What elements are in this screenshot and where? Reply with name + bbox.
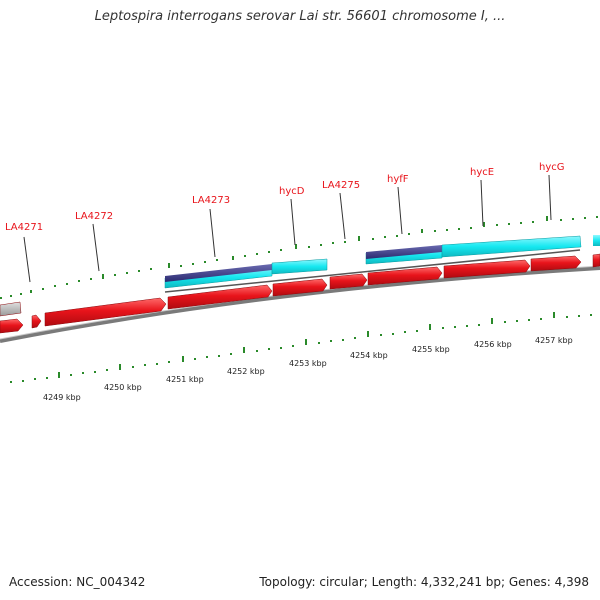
- gene-arrow-next: [592, 253, 600, 268]
- scale-label: 4249 kbp: [43, 393, 81, 402]
- scale-ring: [10, 312, 592, 383]
- cds-baseline: [164, 249, 581, 293]
- gene-arrow-LA4271: [31, 314, 42, 329]
- scale-label: 4253 kbp: [289, 359, 327, 368]
- gene-arrow-track: [0, 253, 600, 334]
- scale-label: 4254 kbp: [350, 351, 388, 360]
- cds-bar-2: [271, 258, 328, 275]
- gene-arrow-hycE: [443, 259, 531, 279]
- map-title: Leptospira interrogans serovar Lai str. …: [94, 9, 506, 24]
- backbone-line: [0, 266, 600, 343]
- gene-arrow-hycD: [272, 278, 328, 297]
- topology-text: Topology: circular; Length: 4,332,241 bp…: [259, 575, 589, 589]
- cds-bar-5: [593, 235, 600, 246]
- gene-arrow-LA4272: [44, 297, 167, 327]
- gene-arrow-LA4273: [167, 284, 273, 310]
- accession-text: Accession: NC_004342: [9, 575, 146, 589]
- cds-dark-bar-3: [366, 245, 442, 259]
- cds-track: [164, 235, 600, 293]
- gene-label-pointers: [23, 174, 552, 283]
- gene-arrow-hycG: [530, 255, 582, 272]
- gene-label: hycE: [470, 167, 494, 178]
- gene-label: hycD: [279, 186, 305, 197]
- gene-label: LA4272: [75, 211, 113, 222]
- backbone-highlight: [0, 265, 600, 340]
- gene-label: hyfF: [387, 174, 409, 185]
- scale-labels: 4249 kbp 4250 kbp 4251 kbp 4252 kbp 4253…: [43, 336, 573, 402]
- gene-labels: LA4271 LA4272 LA4273 hycD LA4275 hyfF hy…: [5, 162, 565, 233]
- gene-label: LA4273: [192, 195, 230, 206]
- gene-label: hycG: [539, 162, 565, 173]
- cds-dark-bar-1: [165, 264, 272, 282]
- scale-label: 4252 kbp: [227, 367, 265, 376]
- scale-label: 4257 kbp: [535, 336, 573, 345]
- cds-bar-4: [441, 235, 582, 258]
- gene-arrow-hyfF: [367, 266, 443, 286]
- gene-arrow-LA4270: [0, 318, 24, 334]
- scale-label: 4251 kbp: [166, 375, 204, 384]
- gene-arrow-LA4275: [329, 273, 368, 290]
- gene-grey-partial: [0, 301, 22, 317]
- gene-label: LA4275: [322, 180, 360, 191]
- scale-label: 4255 kbp: [412, 345, 450, 354]
- scale-label: 4250 kbp: [104, 383, 142, 392]
- upper-tick-ring: [0, 216, 598, 299]
- scale-label: 4256 kbp: [474, 340, 512, 349]
- gene-label: LA4271: [5, 222, 43, 233]
